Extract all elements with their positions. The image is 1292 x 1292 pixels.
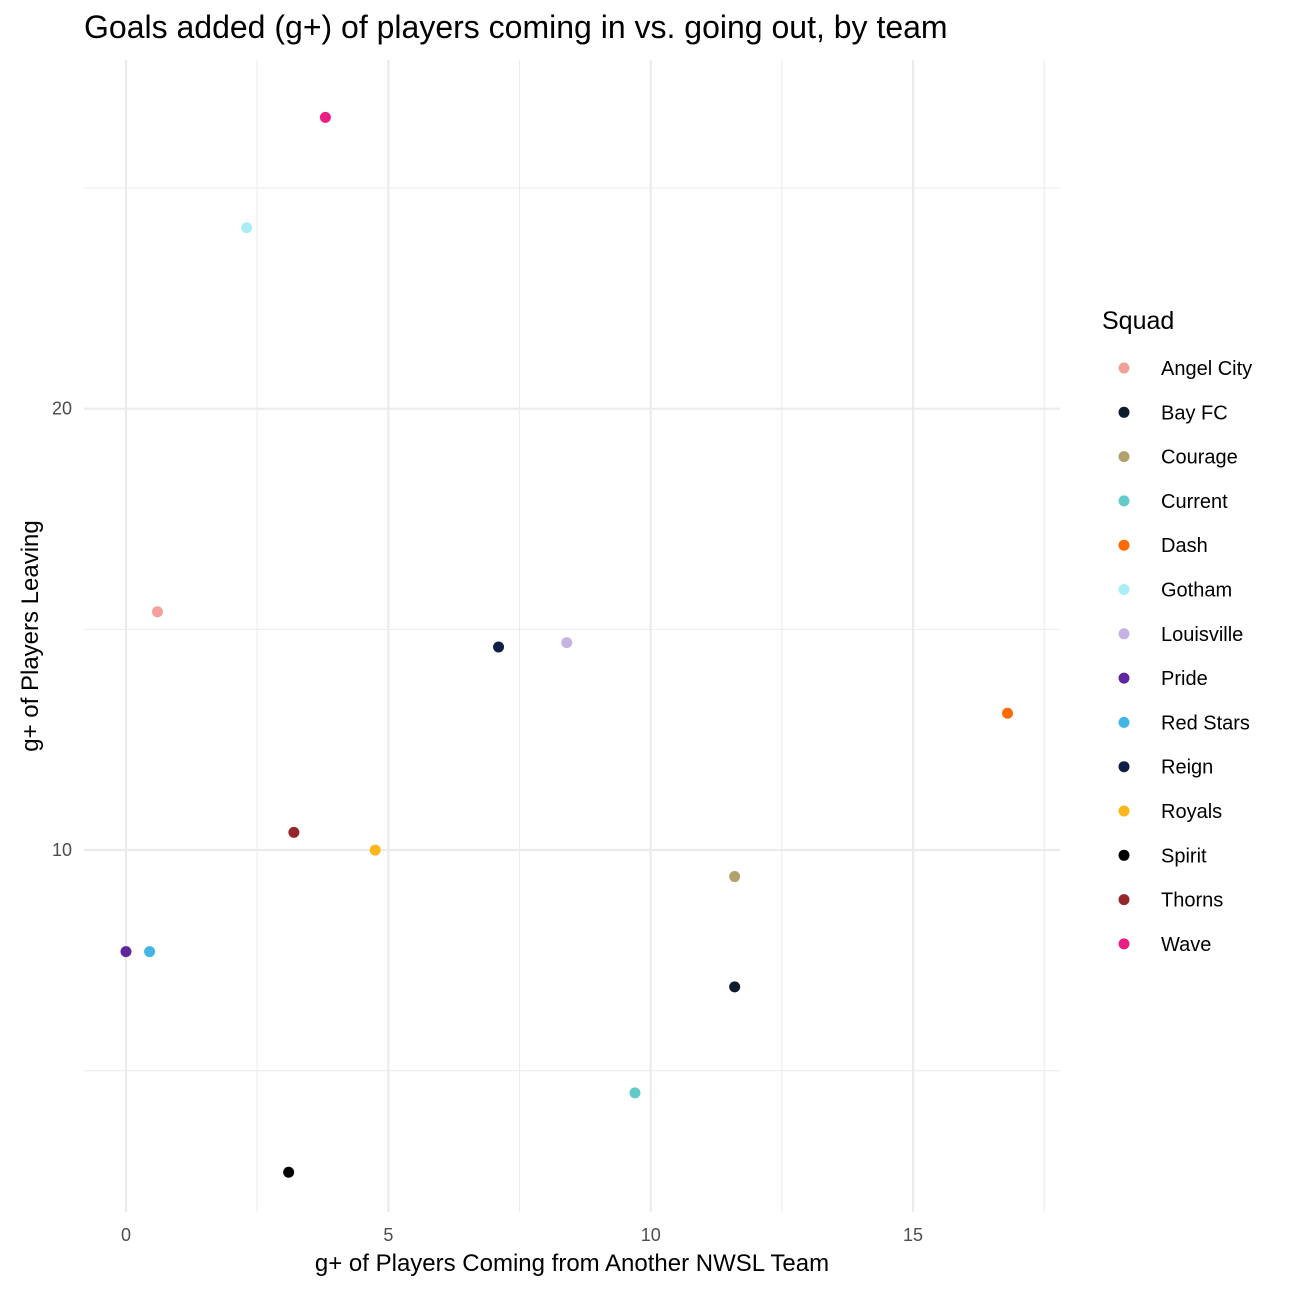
y-tick-label: 10 — [52, 840, 72, 860]
data-point — [369, 844, 381, 856]
legend: Squad Angel City Bay FC Courage Current Dash… — [1102, 307, 1252, 956]
x-tick-label: 5 — [383, 1225, 393, 1245]
legend-label: Angel City — [1161, 358, 1252, 380]
chart-title: Goals added (g+) of players coming in vs… — [84, 9, 948, 45]
legend-label: Red Stars — [1161, 712, 1250, 734]
legend-key — [1118, 584, 1130, 595]
data-point — [1002, 707, 1014, 719]
legend-key — [1118, 495, 1130, 507]
legend-label: Gotham — [1161, 580, 1232, 602]
legend-label: Reign — [1161, 757, 1213, 779]
legend-key — [1118, 805, 1130, 817]
legend-key — [1118, 761, 1130, 773]
tick-labels: 0 5 10 15 10 20 — [52, 399, 923, 1245]
legend-key — [1118, 938, 1130, 950]
data-point — [151, 606, 163, 618]
data-point — [629, 1087, 641, 1099]
data-point — [241, 222, 253, 234]
legend-key — [1118, 539, 1130, 551]
legend-key — [1118, 716, 1130, 728]
x-axis-title: g+ of Players Coming from Another NWSL T… — [315, 1250, 829, 1277]
legend-key — [1118, 362, 1130, 374]
grid-lines — [84, 60, 1060, 1212]
data-point — [729, 871, 741, 883]
legend-key — [1118, 628, 1130, 640]
legend-key — [1118, 849, 1130, 861]
data-points — [120, 111, 1014, 1178]
legend-key — [1118, 451, 1130, 463]
legend-label: Current — [1161, 491, 1228, 513]
y-tick-label: 20 — [52, 399, 72, 419]
data-point — [319, 111, 331, 123]
x-tick-label: 0 — [121, 1225, 131, 1245]
legend-items: Angel City Bay FC Courage Current Dash Gotham… — [1118, 358, 1252, 956]
data-point — [561, 637, 573, 649]
data-point — [729, 981, 741, 993]
data-point — [283, 1166, 295, 1178]
data-point — [288, 826, 300, 838]
legend-key — [1118, 672, 1130, 684]
legend-label: Thorns — [1161, 890, 1223, 912]
x-tick-label: 10 — [641, 1225, 661, 1245]
legend-label: Dash — [1161, 535, 1208, 557]
x-tick-label: 15 — [903, 1225, 923, 1245]
y-axis-title: g+ of Players Leaving — [17, 520, 44, 751]
legend-label: Courage — [1161, 447, 1238, 469]
legend-label: Louisville — [1161, 624, 1243, 646]
legend-label: Pride — [1161, 668, 1208, 690]
data-point — [120, 946, 132, 958]
legend-label: Royals — [1161, 801, 1222, 823]
legend-label: Wave — [1161, 934, 1211, 956]
legend-label: Spirit — [1161, 845, 1207, 867]
legend-title: Squad — [1102, 307, 1174, 335]
data-point — [493, 641, 505, 653]
data-point — [144, 946, 156, 958]
legend-key — [1118, 894, 1130, 906]
legend-label: Bay FC — [1161, 402, 1228, 424]
legend-key — [1118, 406, 1130, 418]
